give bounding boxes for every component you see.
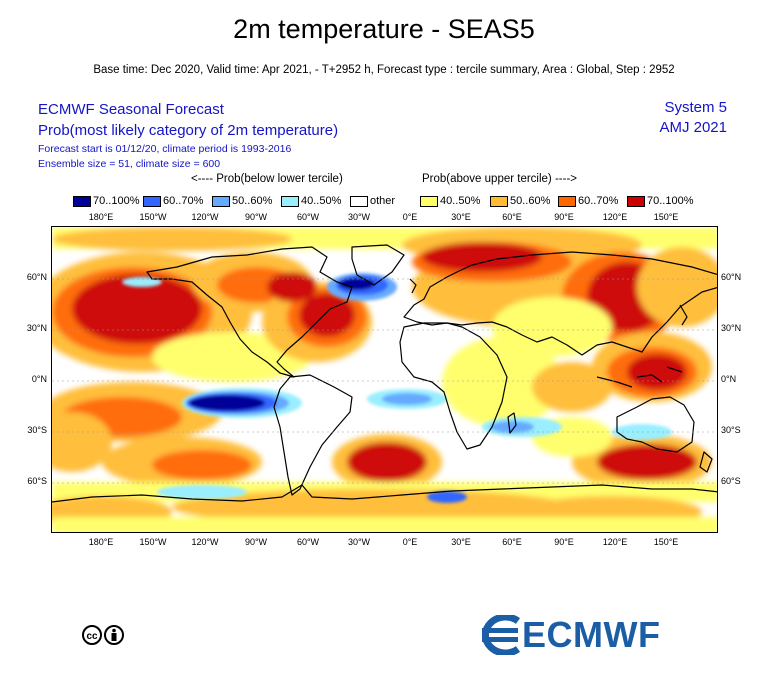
- legend-swatch: [490, 195, 508, 207]
- header-parameter: Prob(most likely category of 2m temperat…: [38, 122, 339, 139]
- latitude-label: 60°S: [27, 476, 47, 486]
- map-svg: [52, 227, 717, 532]
- latitude-label: 60°N: [26, 272, 47, 282]
- latitude-label: 30°S: [27, 425, 47, 435]
- longitude-label: 60°E: [502, 212, 522, 222]
- longitude-label: 0°E: [402, 212, 418, 222]
- longitude-label: 150°E: [653, 212, 679, 222]
- legend-item: 50..60%: [212, 195, 272, 207]
- legend-item: 70..100%: [627, 195, 693, 207]
- legend-label: 60..70%: [578, 195, 619, 207]
- latitude-label: 30°S: [721, 425, 741, 435]
- legend-below-caption: <---- Prob(below lower tercile): [191, 173, 343, 185]
- legend-swatch: [558, 195, 576, 207]
- header-period: AMJ 2021: [659, 119, 727, 136]
- latitude-label: 30°N: [721, 323, 742, 333]
- legend-label: 70..100%: [93, 195, 140, 207]
- longitude-label: 90°E: [554, 537, 574, 547]
- longitude-labels-bottom: 180°E 150°W 120°W 90°W 60°W 30°W 0°E 30°E 60°E 90…: [0, 537, 768, 549]
- legend-above-caption: Prob(above upper tercile) ---->: [422, 173, 577, 185]
- longitude-label: 60°W: [296, 537, 320, 547]
- longitude-label: 120°E: [602, 212, 628, 222]
- header-system: System 5: [664, 99, 727, 116]
- latitude-label: 60°N: [721, 272, 742, 282]
- legend-swatch: [143, 195, 161, 207]
- legend-label: other: [370, 195, 396, 207]
- legend-swatch: [627, 195, 645, 207]
- latitude-labels-left: 60°N 30°N 0°N 30°S 60°S: [0, 0, 50, 691]
- longitude-label: 90°W: [244, 537, 268, 547]
- latitude-label: 0°N: [721, 374, 737, 384]
- longitude-label: 30°W: [347, 212, 371, 222]
- legend-label: 70..100%: [647, 195, 694, 207]
- latitude-labels-right: 60°N 30°N 0°N 30°S 60°S: [718, 0, 768, 691]
- longitude-label: 90°E: [554, 212, 574, 222]
- header-ensemble-size: Ensemble size = 51, climate size = 600: [38, 158, 221, 170]
- longitude-label: 30°W: [347, 537, 371, 547]
- legend-item: 60..70%: [143, 195, 203, 207]
- longitude-label: 120°W: [191, 212, 219, 222]
- longitude-label: 150°E: [653, 537, 679, 547]
- legend-item: 50..60%: [490, 195, 550, 207]
- graticule: [52, 278, 717, 484]
- creative-commons-by-icon: cc: [82, 625, 126, 650]
- legend-item: 60..70%: [558, 195, 618, 207]
- longitude-label: 30°E: [451, 212, 471, 222]
- legend-swatch: [212, 195, 230, 207]
- legend-swatch: [73, 195, 91, 207]
- legend: 70..100% 60..70% 50..60% 40..50% other 40..50…: [0, 195, 768, 211]
- latitude-label: 60°S: [721, 476, 741, 486]
- legend-item: other: [350, 195, 395, 207]
- legend-item: 40..50%: [420, 195, 480, 207]
- header-product-name: ECMWF Seasonal Forecast: [38, 101, 224, 118]
- ecmwf-logo-text: ECMWF: [522, 614, 661, 655]
- legend-swatch: [281, 195, 299, 207]
- longitude-label: 180°E: [88, 212, 114, 222]
- longitude-label: 60°E: [502, 537, 522, 547]
- tercile-map: [51, 226, 718, 533]
- legend-label: 50..60%: [232, 195, 273, 207]
- svg-text:cc: cc: [86, 631, 98, 642]
- legend-item: 70..100%: [73, 195, 139, 207]
- coastlines: [52, 244, 717, 503]
- legend-label: 60..70%: [163, 195, 204, 207]
- legend-label: 40..50%: [301, 195, 342, 207]
- longitude-label: 60°W: [296, 212, 320, 222]
- map-subtitle: Base time: Dec 2020, Valid time: Apr 202…: [93, 64, 675, 76]
- longitude-labels-top: 180°E 150°W 120°W 90°W 60°W 30°W 0°E 30°E 60°E 90…: [0, 212, 768, 224]
- legend-swatch: [350, 195, 368, 207]
- ecmwf-logo-mark: [482, 615, 521, 655]
- map-title: 2m temperature - SEAS5: [233, 14, 535, 44]
- longitude-label: 150°W: [139, 537, 167, 547]
- latitude-label: 30°N: [26, 323, 47, 333]
- legend-item: 40..50%: [281, 195, 341, 207]
- legend-swatch: [420, 195, 438, 207]
- longitude-label: 120°E: [602, 537, 628, 547]
- longitude-label: 180°E: [88, 537, 114, 547]
- longitude-label: 30°E: [451, 537, 471, 547]
- header-forecast-start: Forecast start is 01/12/20, climate peri…: [38, 143, 292, 155]
- longitude-label: 150°W: [139, 212, 167, 222]
- latitude-label: 0°N: [31, 374, 47, 384]
- ecmwf-logo: ECMWF: [470, 614, 660, 656]
- legend-label: 40..50%: [440, 195, 481, 207]
- longitude-label: 120°W: [191, 537, 219, 547]
- legend-label: 50..60%: [510, 195, 551, 207]
- longitude-label: 90°W: [244, 212, 268, 222]
- longitude-label: 0°E: [402, 537, 418, 547]
- probability-field: [52, 227, 717, 532]
